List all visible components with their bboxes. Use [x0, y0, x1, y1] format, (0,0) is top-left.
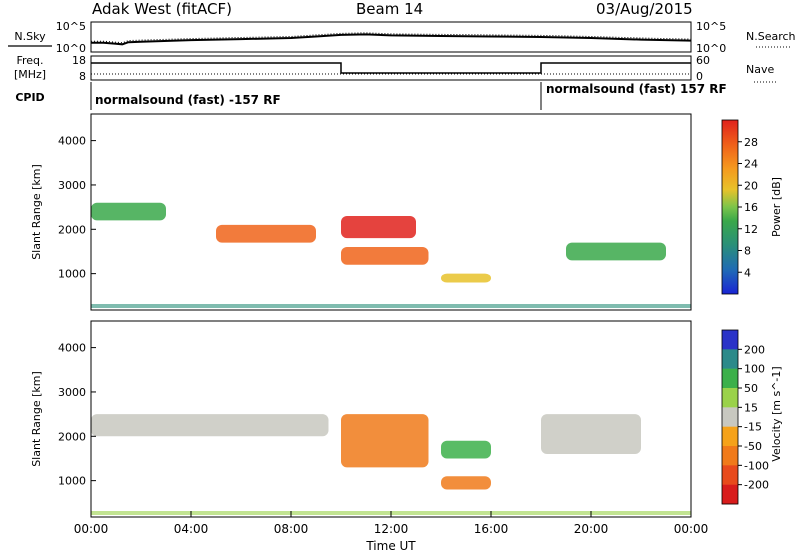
power-background — [91, 114, 691, 310]
velocity-echo-region — [441, 440, 491, 459]
velocity-cb-step — [722, 426, 738, 447]
power-ylabel: Slant Range [km] — [30, 164, 43, 260]
power-echo-region — [566, 242, 666, 261]
date-title: 03/Aug/2015 — [596, 0, 693, 18]
velocity-cb-step — [722, 407, 738, 427]
noise-left-tick-top: 10^5 — [56, 20, 86, 33]
velocity-cb-step — [722, 465, 738, 485]
power-colorbar-ticks: 4 8 12 16 20 24 28 — [738, 136, 758, 279]
velocity-cb-step — [722, 388, 738, 408]
power-features — [91, 202, 691, 308]
time-tick-label: 08:00 — [274, 522, 309, 536]
velocity-cb-tick-label: -100 — [744, 459, 769, 472]
velocity-echo-region — [441, 476, 491, 490]
freq-tick-top: 18 — [72, 54, 86, 67]
power-frame — [90, 113, 692, 311]
velocity-echo-region — [541, 414, 641, 455]
velocity-panel: Slant Range [km] 1000 2000 3000 4000 200 100… — [30, 320, 783, 553]
power-cb-tick-label: 12 — [744, 223, 758, 236]
time-tick-label: 00:00 — [74, 522, 109, 536]
time-axis-ticks: 00:00 04:00 08:00 12:00 16:00 20:00 00:00 — [74, 511, 709, 536]
nsearch-line — [91, 32, 692, 44]
power-ytick-label: 2000 — [58, 223, 86, 236]
velocity-cb-tick-label: 15 — [744, 401, 758, 414]
velocity-cb-frame — [721, 329, 739, 505]
power-echo-region — [91, 202, 166, 221]
cpid-segment-1: normalsound (fast) -157 RF — [95, 93, 281, 107]
station-title: Adak West (fitACF) — [92, 0, 232, 18]
time-tick-label: 20:00 — [574, 522, 609, 536]
power-ytick-label: 1000 — [58, 268, 86, 281]
power-cb-tick-label: 24 — [744, 158, 758, 171]
velocity-echo-region — [341, 414, 429, 468]
power-echo-region — [216, 224, 316, 243]
velocity-colorbar-label: Velocity [m s^-1] — [770, 366, 783, 461]
power-echo-region — [341, 215, 416, 239]
velocity-cb-step — [722, 368, 738, 389]
power-cb-tick-label: 8 — [744, 245, 751, 258]
velocity-cb-step — [722, 446, 738, 466]
power-echo-region — [341, 247, 429, 265]
freq-series — [91, 62, 691, 75]
power-panel: Slant Range [km] 1000 2000 3000 4000 4 8 12 16… — [30, 113, 783, 311]
power-colorbar — [721, 119, 739, 295]
cpid-segment-2: normalsound (fast) 157 RF — [546, 82, 727, 96]
velocity-colorbar — [721, 329, 739, 505]
power-cb-tick-label: 28 — [744, 136, 758, 149]
velocity-ytick-label: 4000 — [58, 342, 86, 355]
power-ytick-label: 3000 — [58, 179, 86, 192]
power-cb-tick-label: 4 — [744, 266, 751, 279]
velocity-yticks: 1000 2000 3000 4000 — [58, 342, 96, 488]
freq-tick-bottom: 8 — [79, 70, 86, 83]
time-tick-label: 12:00 — [374, 522, 409, 536]
time-tick-label: 16:00 — [474, 522, 509, 536]
nave-tick-bottom: 0 — [696, 70, 703, 83]
cpid-label: CPID — [15, 91, 44, 104]
velocity-cb-step — [722, 349, 738, 369]
noise-right-tick-top: 10^5 — [696, 20, 726, 33]
freq-frame — [90, 55, 692, 81]
velocity-cb-tick-label: -15 — [744, 421, 762, 434]
power-yticks: 1000 2000 3000 4000 — [58, 135, 96, 281]
velocity-ytick-label: 3000 — [58, 386, 86, 399]
freq-label-line1: Freq. — [16, 54, 43, 67]
velocity-cb-tick-label: 100 — [744, 363, 765, 376]
velocity-ylabel: Slant Range [km] — [30, 371, 43, 467]
noise-right-tick-bottom: 10^0 — [696, 42, 726, 55]
freq-label-line2: [MHz] — [14, 68, 46, 81]
power-cb-tick-label: 16 — [744, 201, 758, 214]
noise-right-label: N.Search — [746, 30, 796, 43]
noise-left-tick-bottom: 10^0 — [56, 42, 86, 55]
velocity-cb-tick-label: -200 — [744, 479, 769, 492]
cpid-panel: CPID normalsound (fast) -157 RF normalso… — [15, 82, 727, 110]
velocity-cb-tick-label: -50 — [744, 440, 762, 453]
time-tick-label: 04:00 — [174, 522, 209, 536]
velocity-cb-step — [722, 330, 738, 350]
noise-frame — [90, 21, 692, 53]
power-cb-tick-label: 20 — [744, 179, 758, 192]
velocity-cb-step — [722, 484, 738, 505]
power-ytick-label: 4000 — [58, 135, 86, 148]
power-echo-region — [441, 273, 491, 283]
nave-tick-top: 60 — [696, 54, 710, 67]
velocity-ytick-label: 2000 — [58, 430, 86, 443]
noise-left-label: N.Sky — [14, 30, 46, 43]
noise-panel: N.Sky 10^5 10^0 10^5 10^0 N.Search — [8, 20, 796, 55]
power-near-range-echoes — [91, 304, 691, 308]
frequency-panel: Freq. [MHz] 18 8 60 0 Nave — [14, 54, 776, 83]
nsky-line — [91, 33, 692, 46]
velocity-ytick-label: 1000 — [58, 475, 86, 488]
velocity-colorbar-ticks: 200 100 50 15 -15 -50 -100 -200 — [738, 343, 769, 492]
time-tick-label: 00:00 — [674, 522, 709, 536]
velocity-echo-region — [91, 414, 329, 437]
velocity-cb-tick-label: 200 — [744, 343, 765, 356]
time-axis-label: Time UT — [365, 539, 416, 553]
velocity-cb-tick-label: 50 — [744, 382, 758, 395]
power-colorbar-label: Power [dB] — [770, 177, 783, 237]
noise-series — [91, 32, 692, 46]
nave-label: Nave — [746, 63, 774, 76]
freq-line — [91, 62, 691, 74]
beam-title: Beam 14 — [356, 0, 424, 18]
